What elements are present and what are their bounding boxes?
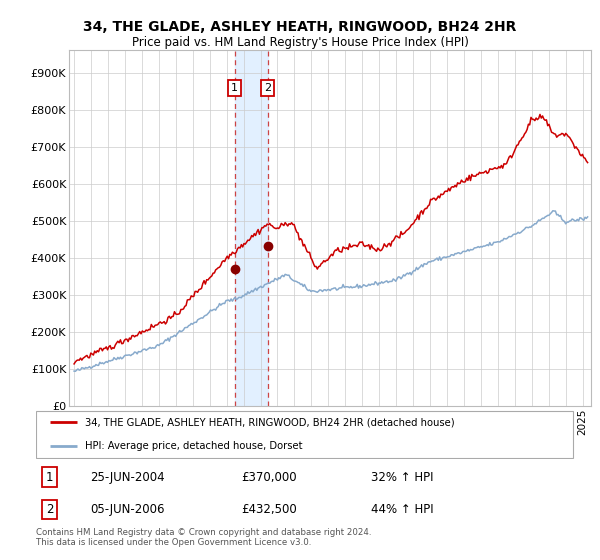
Text: 34, THE GLADE, ASHLEY HEATH, RINGWOOD, BH24 2HR: 34, THE GLADE, ASHLEY HEATH, RINGWOOD, B… <box>83 20 517 34</box>
Text: 44% ↑ HPI: 44% ↑ HPI <box>371 503 433 516</box>
Text: Price paid vs. HM Land Registry's House Price Index (HPI): Price paid vs. HM Land Registry's House … <box>131 36 469 49</box>
Text: 05-JUN-2006: 05-JUN-2006 <box>90 503 164 516</box>
FancyBboxPatch shape <box>36 411 574 458</box>
Bar <box>235 50 268 406</box>
Text: 25-JUN-2004: 25-JUN-2004 <box>90 471 164 484</box>
Text: 1: 1 <box>231 83 238 93</box>
Text: HPI: Average price, detached house, Dorset: HPI: Average price, detached house, Dors… <box>85 441 302 451</box>
Text: £370,000: £370,000 <box>241 471 297 484</box>
Text: 32% ↑ HPI: 32% ↑ HPI <box>371 471 433 484</box>
Text: 34, THE GLADE, ASHLEY HEATH, RINGWOOD, BH24 2HR (detached house): 34, THE GLADE, ASHLEY HEATH, RINGWOOD, B… <box>85 417 454 427</box>
Text: 2: 2 <box>46 503 53 516</box>
Text: 2: 2 <box>264 83 271 93</box>
Text: £432,500: £432,500 <box>241 503 297 516</box>
Text: 1: 1 <box>46 471 53 484</box>
Text: Contains HM Land Registry data © Crown copyright and database right 2024.
This d: Contains HM Land Registry data © Crown c… <box>36 528 371 547</box>
